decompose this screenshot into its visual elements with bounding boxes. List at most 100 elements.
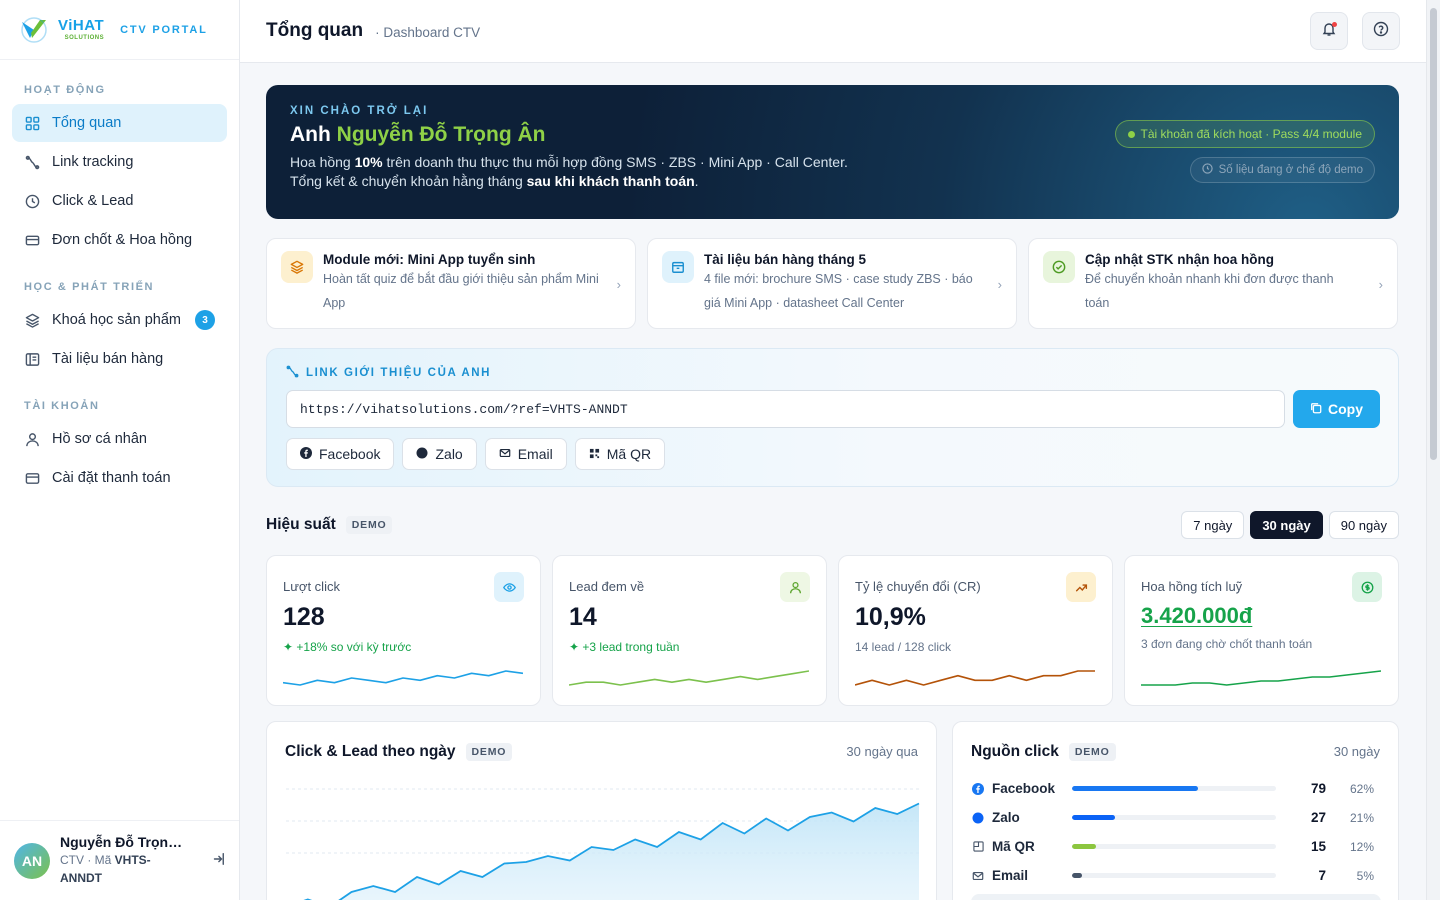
source-bar-fill bbox=[1072, 873, 1083, 878]
scrollbar-thumb[interactable] bbox=[1430, 8, 1437, 460]
source-row-facebook: Facebook 79 62% bbox=[971, 774, 1380, 803]
notice-card-bank-update[interactable]: Cập nhật STK nhận hoa hồng Để chuyển kho… bbox=[1028, 238, 1398, 329]
card-title: Nguồn click bbox=[971, 742, 1059, 760]
source-bar bbox=[1072, 873, 1276, 878]
vihat-logo-icon bbox=[20, 16, 48, 44]
source-name: Mã QR bbox=[992, 839, 1035, 854]
user-name: Nguyễn Đỗ Trọng ... bbox=[60, 834, 190, 851]
notice-desc: Để chuyển khoản nhanh khi đơn được thanh… bbox=[1085, 272, 1334, 310]
demo-tag: DEMO bbox=[1068, 742, 1116, 761]
kpi-delta: ✦ +3 lead trong tuần bbox=[569, 640, 810, 654]
notice-cards: Module mới: Mini App tuyển sinh Hoàn tất… bbox=[266, 238, 1399, 329]
notice-title: Module mới: Mini App tuyển sinh bbox=[323, 252, 536, 267]
daily-chart-card: Click & Lead theo ngày DEMO 30 ngày qua bbox=[266, 721, 937, 900]
commission-info: Hoa hồng 10% trên doanh thu thực thu mỗi… bbox=[290, 154, 1375, 170]
kpi-label: Lượt click bbox=[283, 579, 340, 594]
user-code: VHTS-ANNDT bbox=[60, 853, 151, 885]
sidebar-item-payment-settings[interactable]: Cài đặt thanh toán bbox=[12, 459, 227, 497]
card-title: Click & Lead theo ngày bbox=[285, 742, 456, 760]
click-area bbox=[306, 803, 919, 900]
kpi-sub: 3 đơn đang chờ chốt thanh toán bbox=[1141, 637, 1313, 651]
source-percent: 62% bbox=[1349, 781, 1374, 796]
sidebar-item-courses[interactable]: Khoá học sản phẩm 3 bbox=[12, 301, 227, 339]
demo-mode-text: Số liệu đang ở chế độ demo bbox=[1218, 164, 1363, 176]
card-header: Click & Lead theo ngày DEMO 30 ngày qua bbox=[267, 722, 936, 762]
demo-tag: DEMO bbox=[345, 516, 393, 534]
share-facebook-button[interactable]: Facebook bbox=[286, 438, 395, 470]
top-bar: Tổng quan · Dashboard CTV bbox=[240, 0, 1426, 63]
source-value: 27 bbox=[1310, 810, 1326, 825]
welcome-greeting: Anh Nguyễn Đỗ Trọng Ân bbox=[290, 123, 1375, 147]
share-zalo-button[interactable]: Zalo bbox=[402, 438, 477, 470]
link-icon bbox=[24, 154, 40, 170]
source-row-email: Email 7 5% bbox=[971, 861, 1380, 890]
nav-section-account: TÀI KHOẢN bbox=[24, 400, 100, 412]
sparkline-path bbox=[569, 670, 809, 686]
kpi-conversion: Tỷ lệ chuyển đổi (CR) 10,9% 14 lead / 12… bbox=[838, 555, 1113, 706]
share-email-button[interactable]: Email bbox=[484, 438, 567, 470]
kpi-sparkline bbox=[569, 670, 809, 686]
sidebar-item-link-tracking[interactable]: Link tracking bbox=[12, 143, 227, 181]
source-percent: 21% bbox=[1349, 810, 1374, 825]
copy-link-button[interactable]: Copy bbox=[1293, 390, 1380, 428]
referral-kicker: LINK GIỚI THIỆU CỦA ANH bbox=[286, 365, 1379, 381]
notice-card-new-module[interactable]: Module mới: Mini App tuyển sinh Hoàn tất… bbox=[266, 238, 636, 329]
kpi-label: Tỷ lệ chuyển đổi (CR) bbox=[855, 579, 981, 594]
sparkline-path bbox=[855, 670, 1095, 686]
facebook-icon bbox=[971, 782, 985, 796]
range-7-days[interactable]: 7 ngày bbox=[1181, 511, 1245, 539]
payout-text-a: Tổng kết & chuyển khoản hằng tháng bbox=[290, 173, 527, 189]
sidebar-item-sales-docs[interactable]: Tài liệu bán hàng bbox=[12, 340, 227, 378]
grid-icon bbox=[24, 115, 40, 131]
user-icon bbox=[24, 431, 40, 447]
user-role-prefix: CTV · Mã bbox=[60, 853, 115, 868]
referral-url-field[interactable]: https://vihatsolutions.com/?ref=VHTS-ANN… bbox=[286, 390, 1285, 428]
eye-icon bbox=[494, 572, 524, 602]
brand-header[interactable]: ViHAT SOLUTIONS CTV PORTAL bbox=[0, 0, 239, 60]
help-icon bbox=[1373, 21, 1389, 42]
sidebar-item-click-lead[interactable]: Click & Lead bbox=[12, 182, 227, 220]
source-bar bbox=[1072, 844, 1276, 849]
page-scrollbar[interactable] bbox=[1426, 0, 1440, 900]
main-content: XIN CHÀO TRỞ LẠI Anh Nguyễn Đỗ Trọng Ân … bbox=[266, 85, 1399, 900]
portal-label: CTV PORTAL bbox=[120, 23, 208, 36]
share-qr-button[interactable]: Mã QR bbox=[574, 438, 666, 470]
notifications-button[interactable] bbox=[1310, 12, 1348, 50]
help-button[interactable] bbox=[1362, 12, 1400, 50]
trend-up-icon: ✦ bbox=[569, 640, 583, 654]
dollar-icon bbox=[1352, 572, 1382, 602]
commission-text-c: trên doanh thu thực thu mỗi hợp đồng SMS… bbox=[382, 154, 848, 170]
kpi-sparkline bbox=[855, 670, 1095, 686]
notice-body: Module mới: Mini App tuyển sinh Hoàn tất… bbox=[323, 251, 599, 316]
layers-icon bbox=[24, 312, 40, 328]
card-meta: 30 ngày qua bbox=[846, 744, 918, 759]
source-row-zalo: Zalo 27 21% bbox=[971, 803, 1380, 832]
sidebar-item-orders-commission[interactable]: Đơn chốt & Hoa hồng bbox=[12, 221, 227, 259]
logo-text: ViHAT bbox=[58, 17, 105, 34]
logout-icon[interactable] bbox=[211, 852, 225, 869]
share-buttons: Facebook Zalo Email Mã QR bbox=[286, 438, 666, 470]
kpi-sparkline bbox=[283, 670, 523, 686]
source-bar bbox=[1072, 786, 1276, 791]
wallet-icon bbox=[24, 470, 40, 486]
kpi-value: 10,9% bbox=[855, 603, 926, 631]
source-bar-fill bbox=[1072, 844, 1097, 849]
welcome-kicker: XIN CHÀO TRỞ LẠI bbox=[290, 105, 429, 117]
zalo-icon bbox=[971, 811, 985, 825]
nav-section-activity: HOẠT ĐỘNG bbox=[24, 84, 106, 96]
notice-card-sales-docs[interactable]: Tài liệu bán hàng tháng 5 4 file mới: br… bbox=[647, 238, 1017, 329]
greeting-name: Nguyễn Đỗ Trọng Ân bbox=[336, 123, 546, 146]
card-meta: 30 ngày bbox=[1333, 744, 1380, 759]
sidebar-item-label: Cài đặt thanh toán bbox=[52, 470, 171, 486]
referral-link-panel: LINK GIỚI THIỆU CỦA ANH https://vihatsol… bbox=[266, 348, 1399, 487]
kpi-label: Lead đem về bbox=[569, 579, 645, 594]
sidebar-item-label: Tài liệu bán hàng bbox=[52, 351, 164, 367]
sidebar-item-overview[interactable]: Tổng quan bbox=[12, 104, 227, 142]
user-profile-footer[interactable]: AN Nguyễn Đỗ Trọng ... CTV · Mã VHTS-ANN… bbox=[0, 820, 239, 900]
range-30-days[interactable]: 30 ngày bbox=[1250, 511, 1323, 539]
range-90-days[interactable]: 90 ngày bbox=[1328, 511, 1399, 539]
sparkline-path bbox=[283, 670, 523, 686]
top-actions bbox=[1310, 12, 1400, 50]
sidebar-item-profile[interactable]: Hồ sơ cá nhân bbox=[12, 420, 227, 458]
sidebar-item-label: Click & Lead bbox=[52, 193, 134, 209]
